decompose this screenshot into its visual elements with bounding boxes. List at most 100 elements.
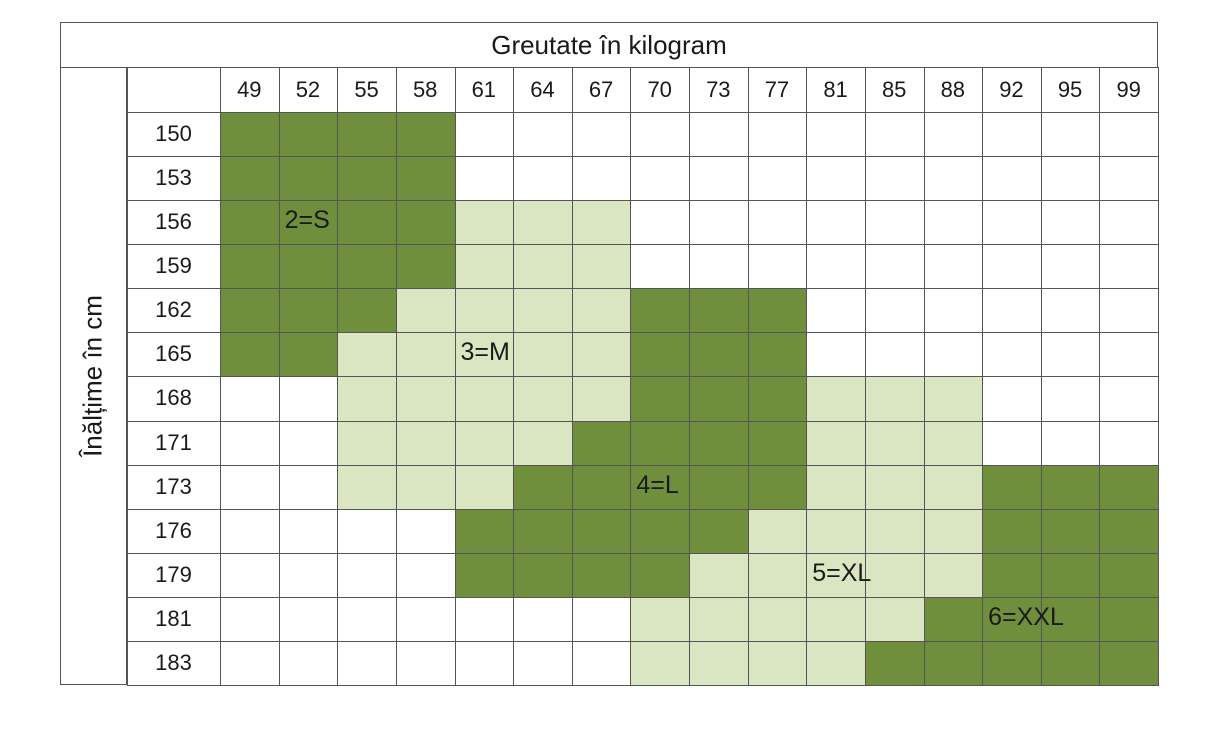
empty-cell <box>864 332 925 378</box>
row-header-label: 171 <box>155 429 192 455</box>
row-header-label: 156 <box>155 209 192 235</box>
empty-cell <box>220 508 280 554</box>
size-cell-m <box>513 244 573 290</box>
size-cell-xl <box>806 508 866 554</box>
size-cell-xl <box>747 552 808 598</box>
size-cell-s <box>278 200 339 246</box>
size-cell-m <box>571 332 632 378</box>
size-cell-m <box>513 200 573 246</box>
size-cell-m <box>454 244 515 290</box>
row-header-label: 165 <box>155 341 192 367</box>
size-cell-l <box>689 508 749 554</box>
header-corner <box>127 67 221 113</box>
empty-cell <box>220 420 280 466</box>
size-cell-l <box>747 376 808 422</box>
size-cell-xxl <box>1040 464 1101 510</box>
empty-cell <box>864 200 925 246</box>
size-cell-l <box>747 288 808 334</box>
size-cell-s <box>278 244 339 290</box>
empty-cell <box>1099 156 1159 202</box>
empty-cell <box>689 244 749 290</box>
empty-cell <box>278 464 339 510</box>
size-cell-xxl <box>1099 596 1159 642</box>
size-cell-xl <box>923 420 984 466</box>
size-cell-xl <box>864 508 925 554</box>
size-cell-xl <box>864 420 925 466</box>
empty-cell <box>278 376 339 422</box>
size-cell-xxl <box>923 640 984 686</box>
empty-cell <box>923 156 984 202</box>
size-cell-l <box>513 552 573 598</box>
empty-cell <box>571 156 632 202</box>
size-cell-xxl <box>982 640 1042 686</box>
empty-cell <box>513 640 573 686</box>
empty-cell <box>454 596 515 642</box>
size-cell-l <box>747 332 808 378</box>
size-cell-xl <box>806 640 866 686</box>
column-header-label: 92 <box>999 76 1024 102</box>
empty-cell <box>923 112 984 158</box>
size-cell-m <box>454 200 515 246</box>
size-cell-m <box>571 244 632 290</box>
empty-cell <box>982 112 1042 158</box>
empty-cell <box>1099 288 1159 334</box>
size-cell-m <box>395 376 456 422</box>
row-header-label: 181 <box>155 605 192 631</box>
empty-cell <box>513 112 573 158</box>
empty-cell <box>982 376 1042 422</box>
size-cell-xxl <box>1099 464 1159 510</box>
size-cell-l <box>747 464 808 510</box>
size-cell-s <box>337 244 397 290</box>
size-cell-s <box>220 288 280 334</box>
empty-cell <box>1099 376 1159 422</box>
size-cell-l <box>513 508 573 554</box>
size-cell-m <box>454 288 515 334</box>
empty-cell <box>747 200 808 246</box>
empty-cell <box>278 596 339 642</box>
size-cell-m <box>395 420 456 466</box>
size-cell-s <box>337 156 397 202</box>
row-header-label: 168 <box>155 385 192 411</box>
size-cell-s <box>220 112 280 158</box>
empty-cell <box>747 244 808 290</box>
empty-cell <box>1099 420 1159 466</box>
size-cell-xl <box>747 596 808 642</box>
empty-cell <box>220 552 280 598</box>
size-cell-xl <box>923 376 984 422</box>
size-cell-xl <box>689 552 749 598</box>
size-cell-m <box>395 464 456 510</box>
row-header-label: 153 <box>155 165 192 191</box>
size-cell-m <box>513 376 573 422</box>
empty-cell <box>278 552 339 598</box>
empty-cell <box>806 244 866 290</box>
size-cell-xxl <box>982 508 1042 554</box>
side-label: Înălțime în cm <box>77 295 108 457</box>
size-cell-s <box>220 156 280 202</box>
empty-cell <box>278 508 339 554</box>
size-cell-l <box>571 420 632 466</box>
size-cell-xl <box>630 596 690 642</box>
column-header-label: 58 <box>412 76 438 102</box>
size-cell-xl <box>923 508 984 554</box>
column-header-label: 49 <box>237 76 262 102</box>
size-cell-l <box>630 552 690 598</box>
empty-cell <box>806 112 866 158</box>
empty-cell <box>982 420 1042 466</box>
row-header-label: 159 <box>155 253 192 279</box>
empty-cell <box>923 288 984 334</box>
empty-cell <box>571 596 632 642</box>
empty-cell <box>1040 156 1101 202</box>
empty-cell <box>864 112 925 158</box>
size-cell-s <box>220 200 280 246</box>
size-cell-m <box>513 332 573 378</box>
size-cell-s <box>395 156 456 202</box>
empty-cell <box>630 244 690 290</box>
size-cell-m <box>454 332 515 378</box>
column-header-label: 70 <box>647 76 672 102</box>
size-cell-xl <box>806 464 866 510</box>
empty-cell <box>923 332 984 378</box>
column-header-label: 99 <box>1116 76 1141 102</box>
size-cell-xl <box>864 552 925 598</box>
row-header-label: 150 <box>155 121 192 147</box>
empty-cell <box>337 596 397 642</box>
